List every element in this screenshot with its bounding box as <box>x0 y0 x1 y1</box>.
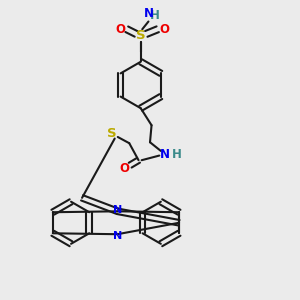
Text: S: S <box>136 29 146 42</box>
Text: H: H <box>150 9 160 22</box>
Text: N: N <box>113 231 122 241</box>
Text: O: O <box>120 162 130 176</box>
Text: N: N <box>113 205 122 215</box>
Text: O: O <box>159 23 169 36</box>
Text: O: O <box>116 23 126 36</box>
Text: N: N <box>160 148 170 160</box>
Text: N: N <box>143 7 154 20</box>
Text: S: S <box>107 128 117 140</box>
Text: H: H <box>172 148 182 160</box>
